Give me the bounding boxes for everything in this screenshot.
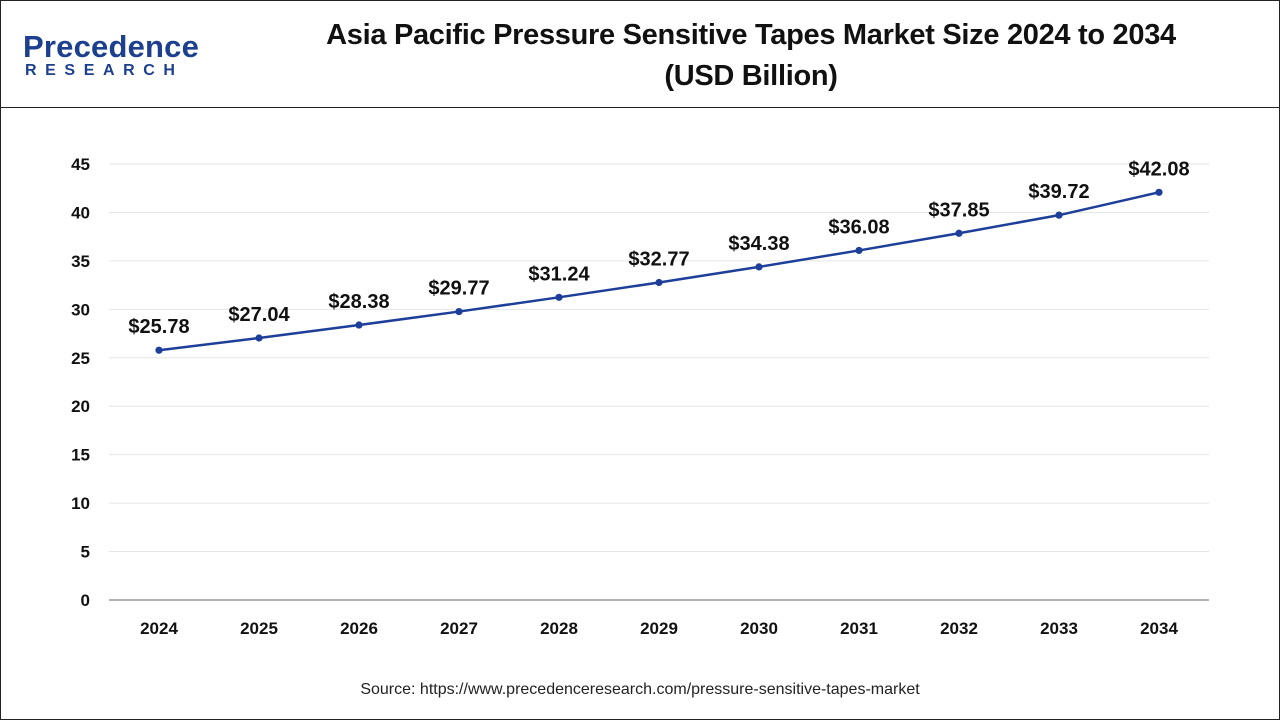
- gridlines: [109, 163, 1209, 553]
- chart-title: Asia Pacific Pressure Sensitive Tapes Ma…: [261, 15, 1241, 97]
- data-label: $37.85: [928, 199, 989, 221]
- y-tick-label: 20: [71, 397, 90, 416]
- x-tick-label: 2034: [1140, 619, 1178, 638]
- series-layer: [155, 188, 1163, 354]
- x-axis: 2024 2025 2026 2027 2028 2029 2030 2031 2032 2033…: [109, 599, 1209, 638]
- data-label: $31.24: [528, 263, 590, 285]
- data-point: [355, 321, 363, 329]
- y-tick-label: 25: [71, 349, 90, 368]
- data-labels: $25.78 $27.04 $28.38 $29.77 $31.24 $32.77 $34.…: [128, 158, 1189, 338]
- x-tick-label: 2026: [340, 619, 378, 638]
- chart-area: 0 5 10 15 20 25 30 35 40 45 2024 2025 2026 2027 2028 2…: [1, 108, 1279, 678]
- logo-wordmark: Precedence: [23, 29, 200, 64]
- data-point: [1055, 211, 1063, 219]
- y-tick-label: 35: [71, 252, 90, 271]
- x-tick-label: 2031: [840, 619, 878, 638]
- header: Precedence RESEARCH Asia Pacific Pressur…: [1, 1, 1279, 108]
- y-axis: 0 5 10 15 20 25 30 35 40 45: [71, 155, 90, 610]
- chart-title-line-1: Asia Pacific Pressure Sensitive Tapes Ma…: [326, 19, 1176, 51]
- y-tick-label: 0: [81, 591, 90, 610]
- data-label: $28.38: [328, 291, 389, 313]
- data-label: $42.08: [1128, 158, 1189, 180]
- data-point: [1155, 188, 1163, 196]
- x-tick-label: 2024: [140, 619, 178, 638]
- y-tick-label: 40: [71, 203, 90, 222]
- data-point: [955, 229, 963, 237]
- brand-logo: Precedence RESEARCH: [23, 29, 223, 85]
- x-tick-label: 2029: [640, 619, 678, 638]
- x-tick-label: 2027: [440, 619, 478, 638]
- data-label: $25.78: [128, 316, 189, 338]
- x-tick-label: 2033: [1040, 619, 1078, 638]
- data-point: [555, 293, 563, 301]
- x-tick-label: 2030: [740, 619, 778, 638]
- data-point: [855, 246, 863, 255]
- y-tick-label: 45: [71, 155, 90, 174]
- data-point: [655, 278, 663, 287]
- y-tick-label: 30: [71, 300, 90, 319]
- data-label: $27.04: [228, 304, 290, 326]
- data-label: $39.72: [1028, 181, 1089, 203]
- y-tick-label: 5: [81, 543, 90, 562]
- y-tick-label: 10: [71, 494, 90, 513]
- data-label: $34.38: [728, 233, 789, 255]
- data-point: [455, 307, 463, 316]
- data-label: $36.08: [828, 216, 889, 238]
- chart-title-line-2: (USD Billion): [664, 60, 838, 92]
- x-tick-label: 2025: [240, 619, 278, 638]
- data-point: [755, 263, 763, 271]
- logo-subtitle: RESEARCH: [25, 62, 184, 79]
- data-label: $32.77: [628, 248, 689, 270]
- y-tick-label: 15: [71, 446, 90, 465]
- source-note: Source: https://www.precedenceresearch.c…: [360, 681, 920, 698]
- data-label: $29.77: [428, 278, 489, 300]
- x-tick-label: 2028: [540, 619, 578, 638]
- data-point: [155, 346, 163, 354]
- series-line: [158, 191, 1160, 352]
- x-tick-label: 2032: [940, 619, 978, 638]
- data-point: [255, 334, 263, 342]
